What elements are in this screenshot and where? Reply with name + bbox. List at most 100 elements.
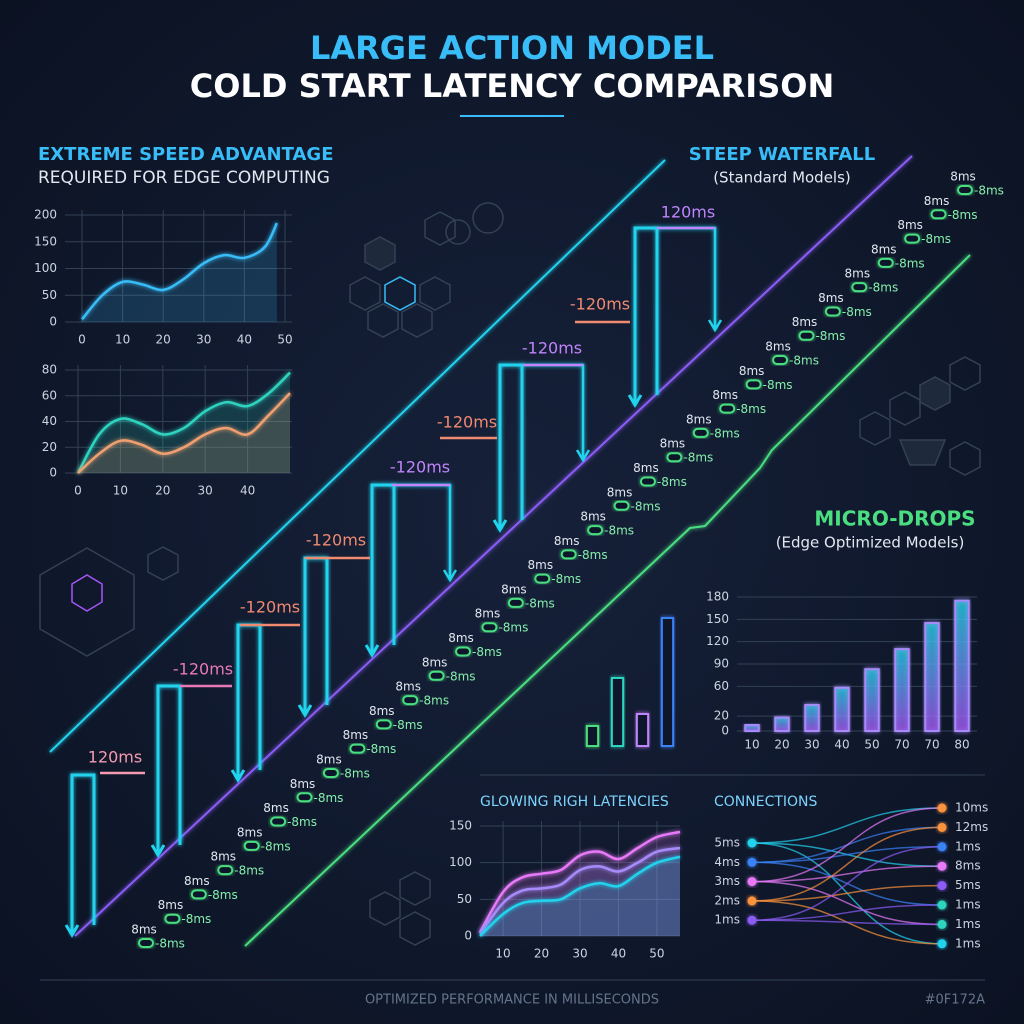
micro-pill <box>798 330 815 341</box>
micro-gain: 8ms <box>607 485 633 499</box>
micro-drop: -8ms <box>763 378 793 392</box>
micro-gain: 8ms <box>845 267 871 281</box>
rail <box>244 254 971 947</box>
y-tick-label: 150 <box>706 612 729 626</box>
line <box>479 855 681 937</box>
micro-drop: -8ms <box>974 184 1004 198</box>
node <box>747 838 757 848</box>
micro-gain: 8ms <box>316 752 342 766</box>
micro-pill <box>402 695 419 706</box>
arrow-head <box>364 644 380 658</box>
y-tick-label: 60 <box>42 388 57 402</box>
y-tick-label: 60 <box>714 679 729 693</box>
micro-pill <box>243 840 260 851</box>
area <box>82 223 277 322</box>
node <box>937 919 947 929</box>
micro-gain: 8ms <box>290 777 316 791</box>
step-label: -120ms <box>437 413 497 432</box>
node-label: 3ms <box>714 874 740 888</box>
x-tick-label: 20 <box>534 947 549 961</box>
node <box>747 915 757 925</box>
micro-gain: 8ms <box>131 923 157 937</box>
bar <box>924 622 940 732</box>
micro-pill <box>772 355 789 366</box>
arrow-head <box>575 449 591 463</box>
micro-pill <box>719 403 736 414</box>
micro-gain: 8ms <box>343 728 369 742</box>
y-tick-label: 40 <box>42 414 57 428</box>
node-label: 8ms <box>955 859 981 873</box>
micro-drop: -8ms <box>948 208 978 222</box>
connection <box>751 884 943 902</box>
x-tick-label: 30 <box>196 333 211 347</box>
micro-drop: -8ms <box>683 451 713 465</box>
bar <box>894 648 910 732</box>
heading-sub: (Edge Optimized Models) <box>776 534 965 552</box>
area <box>480 831 680 936</box>
x-tick-label: 40 <box>237 333 252 347</box>
micro-pill <box>349 743 366 754</box>
x-tick-label: 50 <box>864 738 879 752</box>
node <box>937 939 947 949</box>
connection <box>751 807 943 883</box>
heading: EXTREME SPEED ADVANTAGE <box>38 144 334 165</box>
bar <box>585 725 600 747</box>
y-tick-label: 50 <box>457 892 472 906</box>
step <box>156 684 182 855</box>
micro-pill <box>587 525 604 536</box>
micro-pill <box>296 792 313 803</box>
micro-drop: -8ms <box>155 937 185 951</box>
node-label: 1ms <box>955 936 981 950</box>
micro-gain: 8ms <box>765 340 791 354</box>
micro-drop: -8ms <box>393 718 423 732</box>
micro-gain: 8ms <box>263 801 289 815</box>
y-tick-label: 150 <box>449 819 472 833</box>
node <box>747 857 757 867</box>
micro-drop: -8ms <box>234 864 264 878</box>
node-label: 1ms <box>714 913 740 927</box>
micro-gain: 8ms <box>739 364 765 378</box>
micro-gain: 8ms <box>422 655 448 669</box>
x-tick-label: 10 <box>115 333 130 347</box>
step <box>70 773 96 935</box>
y-tick-label: 0 <box>49 466 57 480</box>
step-label: -120ms <box>240 598 300 617</box>
micro-gain: 8ms <box>792 315 818 329</box>
node <box>937 842 947 852</box>
x-tick-label: 50 <box>277 333 292 347</box>
micro-drop: -8ms <box>789 354 819 368</box>
x-tick-label: 50 <box>649 947 664 961</box>
node-label: 1ms <box>955 839 981 853</box>
node <box>747 896 757 906</box>
arrow-head <box>230 769 246 783</box>
micro-gain: 8ms <box>633 461 659 475</box>
micro-pill <box>375 719 392 730</box>
connection <box>751 846 943 864</box>
micro-gain: 8ms <box>686 412 712 426</box>
micro-gain: 8ms <box>501 582 527 596</box>
micro-drop: -8ms <box>340 766 370 780</box>
micro-gain: 8ms <box>475 607 501 621</box>
step <box>633 226 659 405</box>
bar <box>774 716 790 732</box>
y-tick-label: 0 <box>49 315 57 329</box>
node-label: 10ms <box>955 801 988 815</box>
x-tick-label: 20 <box>156 333 171 347</box>
micro-pill <box>824 306 841 317</box>
connection <box>751 807 943 844</box>
y-tick-label: 200 <box>34 208 57 222</box>
node-label: 1ms <box>955 917 981 931</box>
micro-drop: -8ms <box>551 572 581 586</box>
micro-pill <box>534 573 551 584</box>
step <box>370 483 396 655</box>
micro-pill <box>745 379 762 390</box>
heading: STEEP WATERFALL <box>689 144 875 165</box>
rail <box>49 159 666 753</box>
micro-pill <box>904 233 921 244</box>
micro-gain: 8ms <box>395 680 421 694</box>
micro-drop: -8ms <box>287 815 317 829</box>
connection <box>751 846 943 921</box>
micro-drop: -8ms <box>472 645 502 659</box>
y-tick-label: 20 <box>42 440 57 454</box>
